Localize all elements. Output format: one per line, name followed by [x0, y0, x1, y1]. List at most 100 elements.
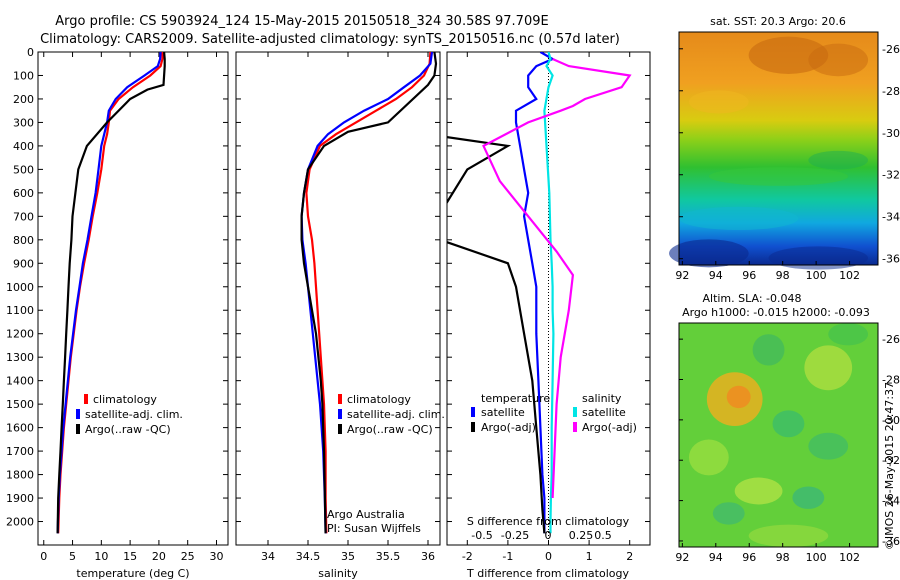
depth-tick-label: 1600 — [6, 422, 34, 435]
map-y-tick-label: -36 — [882, 253, 900, 266]
x-tick-label: 20 — [152, 550, 166, 563]
depth-tick-label: 1400 — [6, 375, 34, 388]
salinity-axes — [235, 51, 441, 546]
legend-swatch-t-satellite — [471, 407, 475, 417]
t-difference-xlabel: T difference from climatology — [466, 567, 629, 580]
map-y-tick-label: -26 — [882, 333, 900, 346]
legend-label-argo: Argo(..raw -QC) — [85, 423, 171, 436]
texture-blob — [734, 477, 783, 505]
sla-map-ticks: 92 94 96 98 100 102 -26 -28 -30 -32 -34 -36 — [675, 333, 900, 564]
sla-map: Altim. SLA: -0.048 Argo h1000: -0.015 h2… — [675, 292, 900, 564]
legend-label-climatology: climatology — [93, 393, 157, 406]
x-tick-label: 34 — [261, 550, 275, 563]
series-line-s-satellite — [543, 52, 555, 534]
map-y-tick-label: -30 — [882, 414, 900, 427]
map-x-tick-label: 98 — [776, 269, 790, 282]
depth-tick-label: 300 — [13, 116, 34, 129]
x-tick-label: 0 — [40, 550, 47, 563]
legend-swatch-argo — [338, 424, 342, 434]
temperature-legend: climatology satellite-adj. clim. Argo(..… — [76, 393, 183, 436]
map-y-tick-label: -32 — [882, 454, 900, 467]
series-line-climatology — [57, 52, 164, 534]
legend-swatch-argo — [76, 424, 80, 434]
x-tick-label: 25 — [181, 550, 195, 563]
sla-texture — [688, 323, 869, 547]
depth-tick-label: 1000 — [6, 281, 34, 294]
depth-tick-label: 1100 — [6, 304, 34, 317]
temperature-xlabel: temperature (deg C) — [76, 567, 189, 580]
series-line-s-argo-adj- — [482, 57, 632, 499]
texture-blob — [748, 36, 829, 74]
texture-blob — [669, 239, 749, 268]
temperature-panel: 0100200300400500600700800900100011001200… — [6, 46, 229, 580]
salinity-xlabel: salinity — [318, 567, 358, 580]
map-x-tick-label: 100 — [806, 269, 827, 282]
legend-label-t-satellite: satellite — [481, 406, 525, 419]
series-line-satellite-adj-clim- — [56, 52, 162, 534]
sst-map-title: sat. SST: 20.3 Argo: 20.6 — [710, 15, 846, 28]
map-x-tick-label: 102 — [839, 551, 860, 564]
texture-blob — [752, 334, 785, 366]
depth-tick-label: 800 — [13, 234, 34, 247]
series-line-climatology — [305, 52, 432, 534]
x-tick-label: -1 — [502, 550, 513, 563]
depth-tick-label: 100 — [13, 69, 34, 82]
legend-label-climatology: climatology — [347, 393, 411, 406]
x-tick-label: 30 — [209, 550, 223, 563]
sst-map-axes — [678, 31, 879, 266]
difference-panel: -2 -1 0 1 2 T difference from climatology S … — [446, 51, 651, 580]
legend-title-salinity: salinity — [582, 392, 622, 405]
map-y-tick-label: -26 — [882, 43, 900, 56]
salinity-tick-labels: 34 34.5 35 35.5 36 — [236, 51, 440, 563]
series-line-t-argo-adj- — [447, 136, 546, 534]
depth-tick-label: 700 — [13, 210, 34, 223]
salinity-legend: climatology satellite-adj. clim. Argo(..… — [338, 393, 445, 436]
depth-tick-label: 500 — [13, 163, 34, 176]
depth-tick-label: 600 — [13, 187, 34, 200]
legend-label-s-satellite: satellite — [582, 406, 626, 419]
depth-tick-label: 2000 — [6, 516, 34, 529]
copyright-footer: ©IMOS 26-May-2015 20:47:37 — [883, 382, 896, 550]
depth-tick-label: 1700 — [6, 445, 34, 458]
series-line-argo-raw-qc- — [56, 52, 166, 534]
temperature-series — [56, 52, 166, 534]
legend-swatch-s-argo — [573, 422, 577, 432]
depth-tick-label: 0 — [27, 46, 34, 59]
legend-label-argo: Argo(..raw -QC) — [347, 423, 433, 436]
x-tick-label: 35 — [341, 550, 355, 563]
s-difference-label: S difference from climatology — [467, 515, 630, 528]
sst-map: sat. SST: 20.3 Argo: 20.6 92 94 96 98 100 102… — [669, 15, 900, 282]
map-y-tick-label: -32 — [882, 169, 900, 182]
salinity-series — [300, 52, 438, 534]
map-x-tick-label: 94 — [709, 269, 723, 282]
temperature-tick-labels: 0 5 10 15 20 25 30 — [40, 52, 223, 563]
difference-series — [447, 52, 632, 534]
s-tick: -0.5 — [471, 529, 492, 542]
depth-tick-label: 200 — [13, 93, 34, 106]
texture-blob — [772, 410, 805, 438]
legend-label-t-argo: Argo(-adj) — [481, 421, 536, 434]
x-tick-label: 10 — [94, 550, 108, 563]
difference-legend: temperature salinity satellite Argo(-adj… — [471, 392, 637, 434]
legend-swatch-s-satellite — [573, 407, 577, 417]
s-tick: 0.25 — [569, 529, 594, 542]
temperature-axes — [37, 51, 229, 546]
x-tick-label: 34.5 — [296, 550, 321, 563]
x-tick-label: 2 — [626, 550, 633, 563]
sla-map-axes — [678, 322, 879, 548]
depth-tick-label: 1500 — [6, 398, 34, 411]
depth-tick-label: 900 — [13, 257, 34, 270]
sla-map-subtitle: Argo h1000: -0.015 h2000: -0.093 — [682, 306, 870, 319]
legend-title-temperature: temperature — [481, 392, 550, 405]
legend-label-s-argo: Argo(-adj) — [582, 421, 637, 434]
legend-swatch-climatology — [84, 394, 88, 404]
texture-blob — [726, 385, 751, 409]
depth-tick-label: 1900 — [6, 492, 34, 505]
legend-label-satellite: satellite-adj. clim. — [347, 408, 445, 421]
title-line-2: Climatology: CARS2009. Satellite-adjuste… — [40, 32, 620, 47]
texture-blob — [688, 439, 729, 476]
sst-texture — [669, 36, 869, 270]
series-line-argo-raw-qc- — [300, 52, 438, 534]
legend-label-satellite: satellite-adj. clim. — [85, 408, 183, 421]
